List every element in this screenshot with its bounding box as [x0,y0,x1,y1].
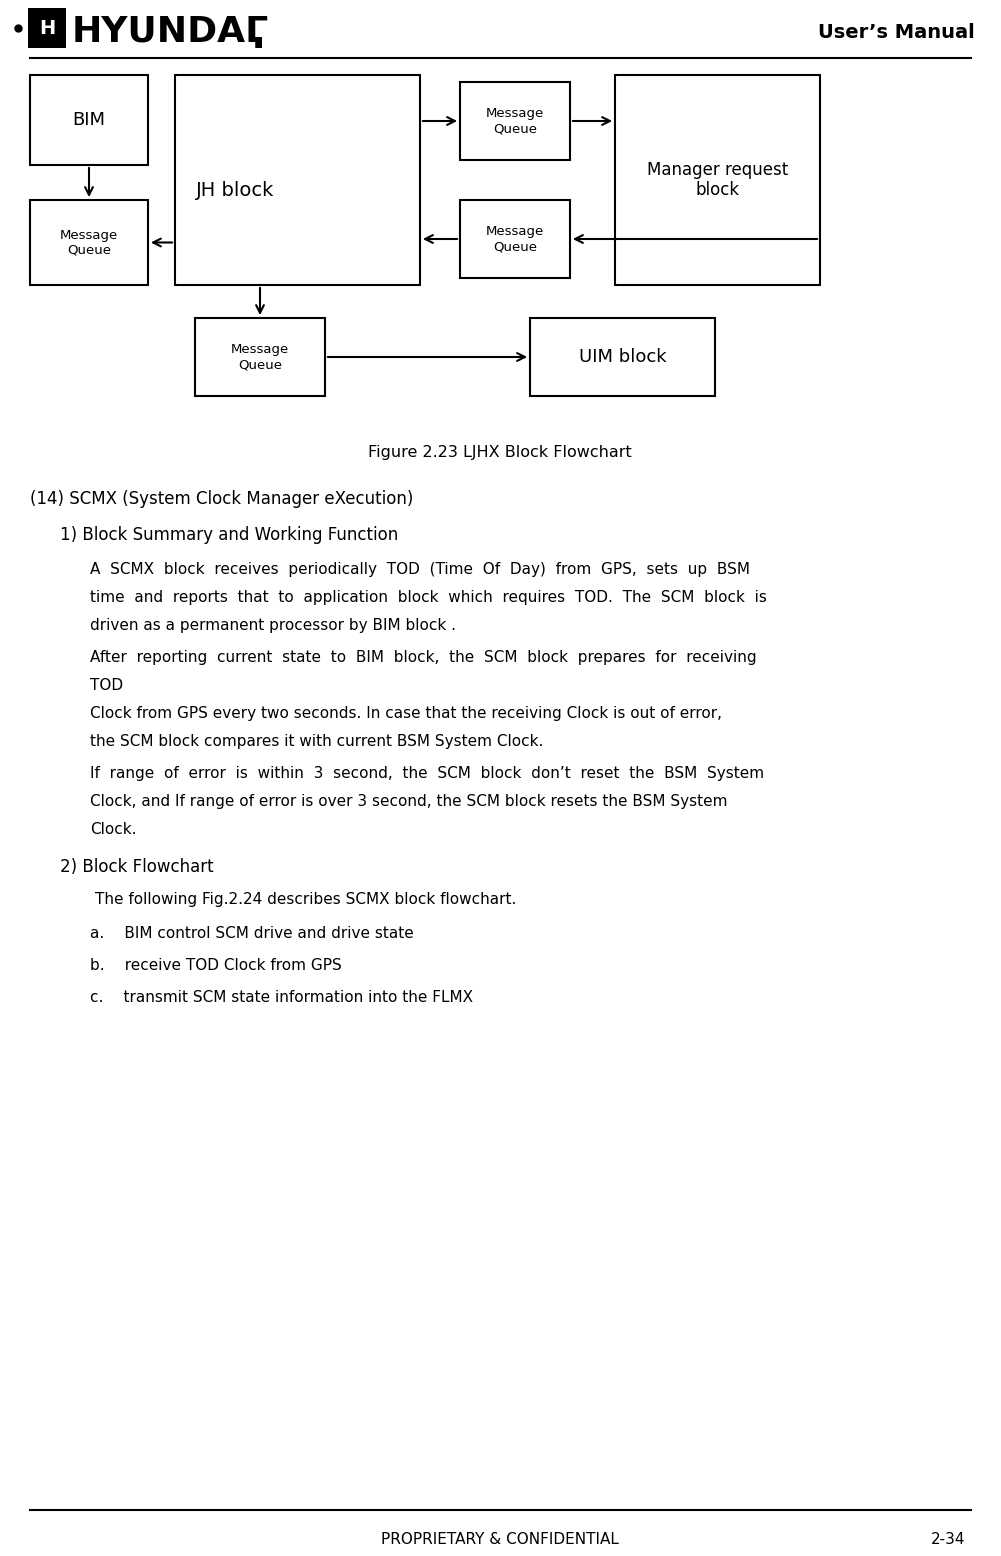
Text: After  reporting  current  state  to  BIM  block,  the  SCM  block  prepares  fo: After reporting current state to BIM blo… [90,650,757,664]
Text: Manager request
block: Manager request block [647,160,788,199]
Text: Figure 2.23 LJHX Block Flowchart: Figure 2.23 LJHX Block Flowchart [368,445,632,461]
Text: Clock.: Clock. [90,822,136,837]
Text: HYUNDAӶ: HYUNDAӶ [72,16,269,48]
Bar [460,201,570,279]
Text: JH block: JH block [196,180,274,199]
Text: Message
Queue: Message Queue [60,229,118,257]
Text: Clock, and If range of error is over 3 second, the SCM block resets the BSM Syst: Clock, and If range of error is over 3 s… [90,794,728,809]
Text: User’s Manual: User’s Manual [818,22,975,42]
Text: b.  receive TOD Clock from GPS: b. receive TOD Clock from GPS [90,958,341,972]
Text: If  range  of  error  is  within  3  second,  the  SCM  block  don’t  reset  the: If range of error is within 3 second, th… [90,766,764,781]
Text: driven as a permanent processor by BIM block .: driven as a permanent processor by BIM b… [90,618,456,633]
Text: 2-34: 2-34 [931,1533,965,1547]
Bar [530,317,715,395]
Text: A  SCMX  block  receives  periodically  TOD  (Time  Of  Day)  from  GPS,  sets  : A SCMX block receives periodically TOD (… [90,562,750,577]
Text: The following Fig.2.24 describes SCMX block flowchart.: The following Fig.2.24 describes SCMX bl… [95,892,517,907]
Text: PROPRIETARY & CONFIDENTIAL: PROPRIETARY & CONFIDENTIAL [381,1533,619,1547]
Bar [30,201,148,285]
Bar [175,75,420,285]
Text: UIM block: UIM block [579,349,667,366]
Text: TOD: TOD [90,678,123,692]
Text: Message
Queue: Message Queue [485,226,545,254]
Text: 1) Block Summary and Working Function: 1) Block Summary and Working Function [60,526,398,545]
Text: c.  transmit SCM state information into the FLMX: c. transmit SCM state information into t… [90,990,473,1005]
Text: Clock from GPS every two seconds. In case that the receiving Clock is out of err: Clock from GPS every two seconds. In cas… [90,706,722,720]
Bar [460,82,570,160]
Text: a.  BIM control SCM drive and drive state: a. BIM control SCM drive and drive state [90,926,413,941]
Text: (14) SCMX (System Clock Manager eXecution): (14) SCMX (System Clock Manager eXecutio… [30,490,413,507]
Bar [28,8,66,48]
Text: 2) Block Flowchart: 2) Block Flowchart [60,857,213,876]
Bar [195,317,325,395]
Text: H: H [39,19,55,37]
Text: BIM: BIM [72,110,105,129]
Text: Message
Queue: Message Queue [485,107,545,135]
Text: time  and  reports  that  to  application  block  which  requires  TOD.  The  SC: time and reports that to application blo… [90,590,767,605]
Text: Message
Queue: Message Queue [231,342,289,370]
Bar [615,75,820,285]
Text: the SCM block compares it with current BSM System Clock.: the SCM block compares it with current B… [90,734,544,748]
Bar [30,75,148,165]
